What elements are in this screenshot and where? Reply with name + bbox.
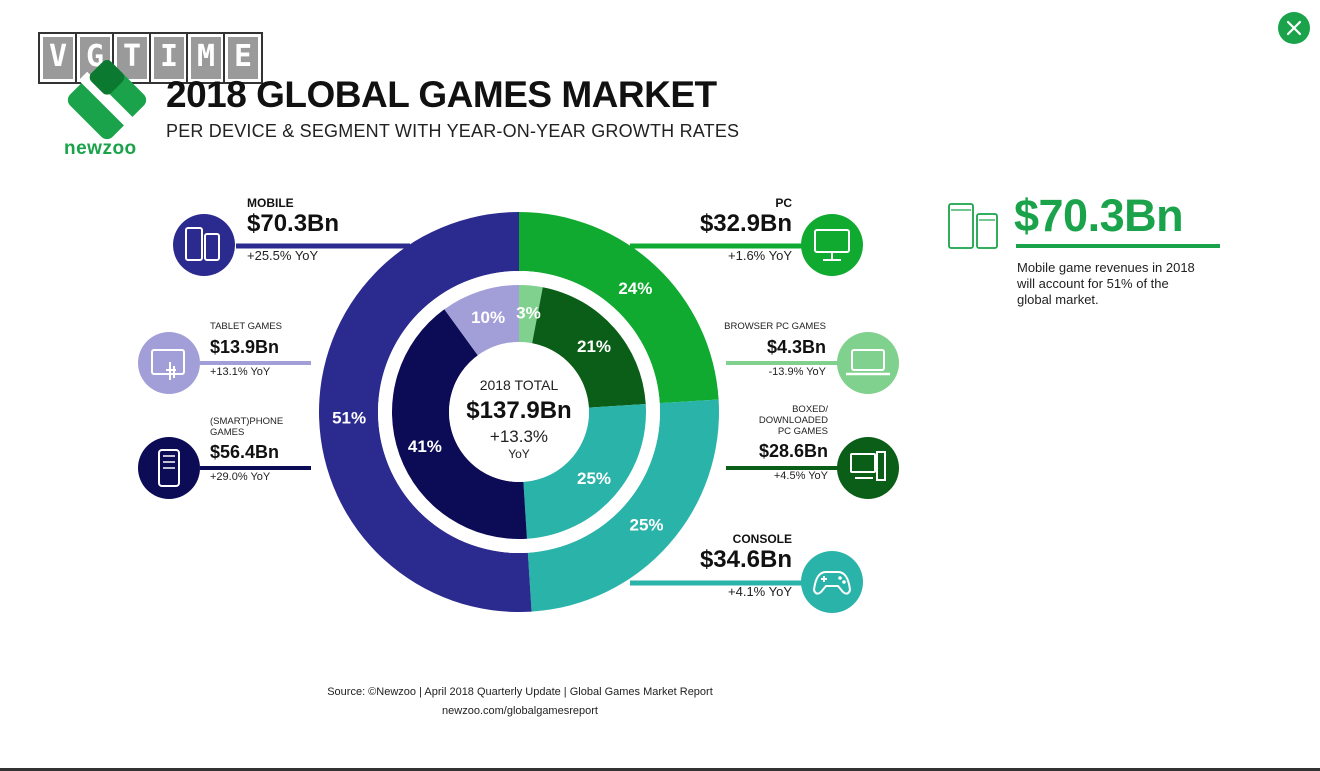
mobile-devices-icon	[173, 214, 235, 276]
total-growth: +13.3%	[490, 427, 548, 446]
boxed-pc-name-line1: BOXED/	[792, 404, 828, 415]
boxed-pc-name-line3: PC GAMES	[777, 426, 828, 437]
total-value: $137.9Bn	[466, 397, 571, 424]
tablet-name: TABLET GAMES	[210, 321, 282, 332]
pc-value: $32.9Bn	[699, 210, 792, 237]
page-subtitle: PER DEVICE & SEGMENT WITH YEAR-ON-YEAR G…	[166, 121, 740, 141]
inner-label: 3%	[516, 303, 541, 322]
inner-slice-tablet-games	[444, 285, 519, 356]
close-icon	[1286, 20, 1302, 36]
gamepad-icon	[801, 551, 863, 613]
monitor-icon	[801, 214, 863, 276]
mobile-value: $70.3Bn	[247, 210, 340, 237]
console-name: CONSOLE	[732, 532, 792, 546]
source-note: Source: ©Newzoo | April 2018 Quarterly U…	[327, 686, 713, 698]
outer-slice-pc	[519, 212, 719, 404]
highlight-underline	[1016, 244, 1220, 248]
pc-name: PC	[775, 196, 792, 210]
inner-label: 21%	[577, 337, 611, 356]
outer-slice-mobile	[318, 212, 532, 613]
tablet-touch-icon	[138, 332, 200, 394]
watermark-letter: M	[186, 32, 226, 84]
inner-label: 10%	[471, 308, 505, 327]
mobile-devices-outline-icon	[948, 203, 998, 249]
watermark-letter: E	[223, 32, 263, 84]
browser-pc-yoy: -13.9% YoY	[768, 366, 827, 378]
center-hole	[449, 342, 589, 482]
newzoo-logo	[67, 60, 147, 140]
mobile-name: MOBILE	[247, 196, 294, 210]
boxed-pc-name-line2: DOWNLOADED	[758, 415, 828, 426]
console-yoy: +4.1% YoY	[728, 584, 792, 599]
browser-pc-name: BROWSER PC GAMES	[724, 321, 826, 332]
console-value: $34.6Bn	[699, 546, 792, 573]
pc-yoy: +1.6% YoY	[728, 248, 792, 263]
console-segment: CONSOLE $34.6Bn +4.1% YoY	[640, 532, 792, 599]
outer-slice-console	[527, 399, 719, 612]
desktop-tower-icon	[837, 437, 899, 499]
smartphone-segment: (SMART)PHONE GAMES $56.4Bn +29.0% YoY	[210, 416, 283, 483]
inner-slice-smart-phone-games	[392, 309, 527, 539]
browser-pc-segment: BROWSER PC GAMES $4.3Bn -13.9% YoY	[700, 321, 826, 378]
brand-name: newzoo	[64, 138, 137, 159]
inner-slice-browser-pc-games	[519, 285, 543, 344]
total-label: 2018 TOTAL	[480, 377, 559, 393]
close-button[interactable]	[1278, 12, 1310, 44]
watermark-letter: I	[149, 32, 189, 84]
outer-ring	[318, 212, 719, 613]
smartphone-icon	[138, 437, 200, 499]
pc-segment: PC $32.9Bn +1.6% YoY	[640, 196, 792, 263]
boxed-pc-yoy: +4.5% YoY	[773, 470, 828, 482]
inner-slice-console	[523, 404, 646, 539]
smartphone-name-line2: GAMES	[210, 427, 245, 438]
inner-ring	[392, 285, 646, 539]
ring-labels: 24% 25% 51% 3% 21% 25% 41% 10%	[332, 279, 663, 534]
mobile-segment: MOBILE $70.3Bn +25.5% YoY	[247, 196, 339, 263]
source-url: newzoo.com/globalgamesreport	[442, 705, 598, 717]
browser-pc-value: $4.3Bn	[766, 337, 826, 357]
outer-label: 25%	[630, 515, 664, 534]
inner-label: 25%	[577, 469, 611, 488]
outer-label: 51%	[332, 408, 366, 427]
bottom-border	[0, 768, 1320, 771]
outer-label: 24%	[618, 279, 652, 298]
smartphone-value: $56.4Bn	[210, 442, 280, 462]
tablet-yoy: +13.1% YoY	[210, 366, 271, 378]
total-growth-unit: YoY	[508, 447, 530, 461]
inner-slice-boxed-downloaded-pc-games	[532, 287, 646, 408]
highlight-text: Mobile game revenues in 2018 will accoun…	[1017, 260, 1195, 307]
boxed-pc-segment: BOXED/ DOWNLOADED PC GAMES $28.6Bn +4.5%…	[700, 404, 828, 482]
smartphone-yoy: +29.0% YoY	[210, 471, 271, 483]
mobile-yoy: +25.5% YoY	[247, 248, 319, 263]
page-title: 2018 GLOBAL GAMES MARKET	[166, 74, 717, 115]
tablet-value: $13.9Bn	[210, 337, 280, 357]
highlight-value: $70.3Bn	[1014, 190, 1184, 241]
smartphone-name-line1: (SMART)PHONE	[210, 416, 284, 427]
watermark-letter: V	[38, 32, 78, 84]
tablet-segment: TABLET GAMES $13.9Bn +13.1% YoY	[210, 321, 282, 378]
boxed-pc-value: $28.6Bn	[758, 441, 828, 461]
inner-label: 41%	[408, 437, 442, 456]
laptop-icon	[837, 332, 899, 394]
